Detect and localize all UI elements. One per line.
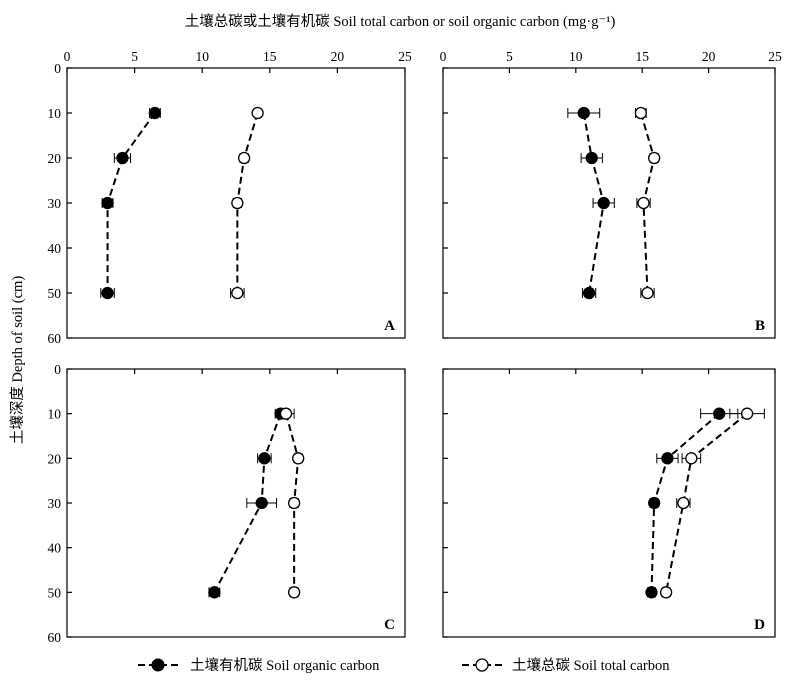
panel-b-organic-point: [582, 286, 596, 300]
panel-c-total-point: [287, 496, 301, 510]
panel-c-y-tick-label: 10: [48, 407, 62, 422]
panel-a-y-tick-label: 40: [48, 241, 62, 256]
panel-c-y-tick-label: 0: [54, 362, 61, 377]
panel-a-x-tick-label: 5: [131, 49, 138, 64]
panel-c: 0 10 20 30 40 50 60 C: [48, 362, 406, 645]
panel-b-x-tick-label: 25: [768, 49, 782, 64]
panel-b-x-tick-label: 10: [569, 49, 583, 64]
panel-c-organic-point: [255, 496, 268, 510]
panel-b-total-line: [639, 112, 656, 294]
panel-c-organic-line: [213, 413, 282, 593]
panel-a-x-tick-label: 25: [398, 49, 412, 64]
panel-d-organic-point: [645, 586, 658, 599]
legend-organic-marker: [151, 658, 165, 672]
panel-b-total-point: [641, 286, 654, 300]
panel-d-total-point: [677, 496, 690, 510]
panel-b-letter: B: [755, 318, 765, 334]
panel-d-organic-point: [661, 452, 674, 465]
panel-b-x-tick-label: 20: [702, 49, 716, 64]
panel-b-total-point: [634, 106, 648, 120]
panel-c-total-point: [287, 586, 301, 599]
panel-a-total-point: [231, 196, 244, 210]
panel-a-organic-point: [101, 286, 114, 300]
panel-d-letter: D: [754, 617, 765, 633]
panel-b-total-point: [637, 196, 650, 210]
panel-a-x-tick-label: 0: [64, 49, 71, 64]
panel-a-y-tick-label: 60: [48, 331, 62, 346]
legend: 土壤有机碳 Soil organic carbon 土壤总碳 Soil tota…: [138, 656, 670, 674]
panel-c-y-tick-label: 40: [48, 541, 62, 556]
panel-d-organic-point: [713, 407, 726, 420]
panels-group: 0 5 10 15 20 25 0 10 20 30 40 50 60 A 0 5 10 15 20 25 B 0 10 20…: [48, 49, 783, 645]
panel-a-letter: A: [384, 318, 395, 334]
panel-a-organic-point: [148, 106, 162, 120]
panel-d-frame: [442, 368, 776, 638]
panel-a-total-point: [237, 151, 251, 165]
panel-a-total-point: [231, 286, 244, 300]
panel-d-total-point: [685, 452, 698, 465]
panel-a-organic-point: [101, 196, 114, 210]
panel-a-x-tick-label: 15: [263, 49, 277, 64]
panel-a-y-tick-label: 20: [48, 151, 62, 166]
panel-a-y-tick-label: 50: [48, 286, 62, 301]
panel-b-organic-line: [582, 112, 605, 294]
panel-c-total-point: [292, 452, 305, 465]
panel-b-x-tick-label: 0: [440, 49, 447, 64]
panel-b: 0 5 10 15 20 25 B: [440, 49, 782, 339]
panel-c-letter: C: [384, 617, 395, 633]
x-axis-title: 土壤总碳或土壤有机碳 Soil total carbon or soil org…: [185, 12, 616, 30]
panel-b-organic-point: [577, 106, 590, 120]
panel-a-organic-line: [106, 112, 156, 293]
panel-c-organic-point: [208, 586, 221, 599]
panel-b-organic-point: [597, 196, 610, 210]
panel-d: D: [442, 368, 776, 638]
panel-d-total-point: [659, 586, 673, 599]
panel-a-x-tick-label: 10: [195, 49, 209, 64]
legend-total-marker: [475, 658, 489, 672]
panel-c-frame: [66, 368, 406, 638]
panel-d-organic-line: [650, 412, 720, 593]
panel-d-organic-point: [648, 496, 661, 510]
panel-a-organic-point: [116, 151, 129, 165]
legend-total-label: 土壤总碳 Soil total carbon: [512, 656, 670, 674]
panel-a: 0 5 10 15 20 25 0 10 20 30 40 50 60 A: [48, 49, 413, 346]
panel-c-total-line: [285, 413, 300, 593]
panel-a-x-tick-label: 20: [331, 49, 345, 64]
y-axis-title: 土壤深度 Depth of soil (cm): [8, 276, 26, 445]
panel-b-x-tick-label: 15: [635, 49, 649, 64]
panel-a-total-point: [251, 106, 264, 120]
panel-c-y-tick-label: 30: [48, 496, 62, 511]
panel-c-y-tick-label: 60: [48, 630, 62, 645]
panel-b-x-tick-label: 5: [506, 49, 513, 64]
panel-b-total-point: [648, 151, 661, 165]
panel-a-total-line: [236, 112, 259, 293]
panel-c-total-point: [279, 407, 293, 420]
panel-a-y-tick-label: 0: [54, 61, 61, 76]
panel-c-y-tick-label: 20: [48, 451, 62, 466]
legend-organic-label: 土壤有机碳 Soil organic carbon: [190, 656, 380, 674]
panel-c-organic-point: [258, 452, 271, 465]
panel-c-y-tick-label: 50: [48, 585, 62, 600]
panel-d-total-line: [665, 412, 748, 593]
panel-a-y-tick-label: 30: [48, 196, 62, 211]
panel-b-organic-point: [585, 151, 598, 165]
panel-a-y-tick-label: 10: [48, 106, 62, 121]
panel-d-total-point: [740, 407, 754, 420]
